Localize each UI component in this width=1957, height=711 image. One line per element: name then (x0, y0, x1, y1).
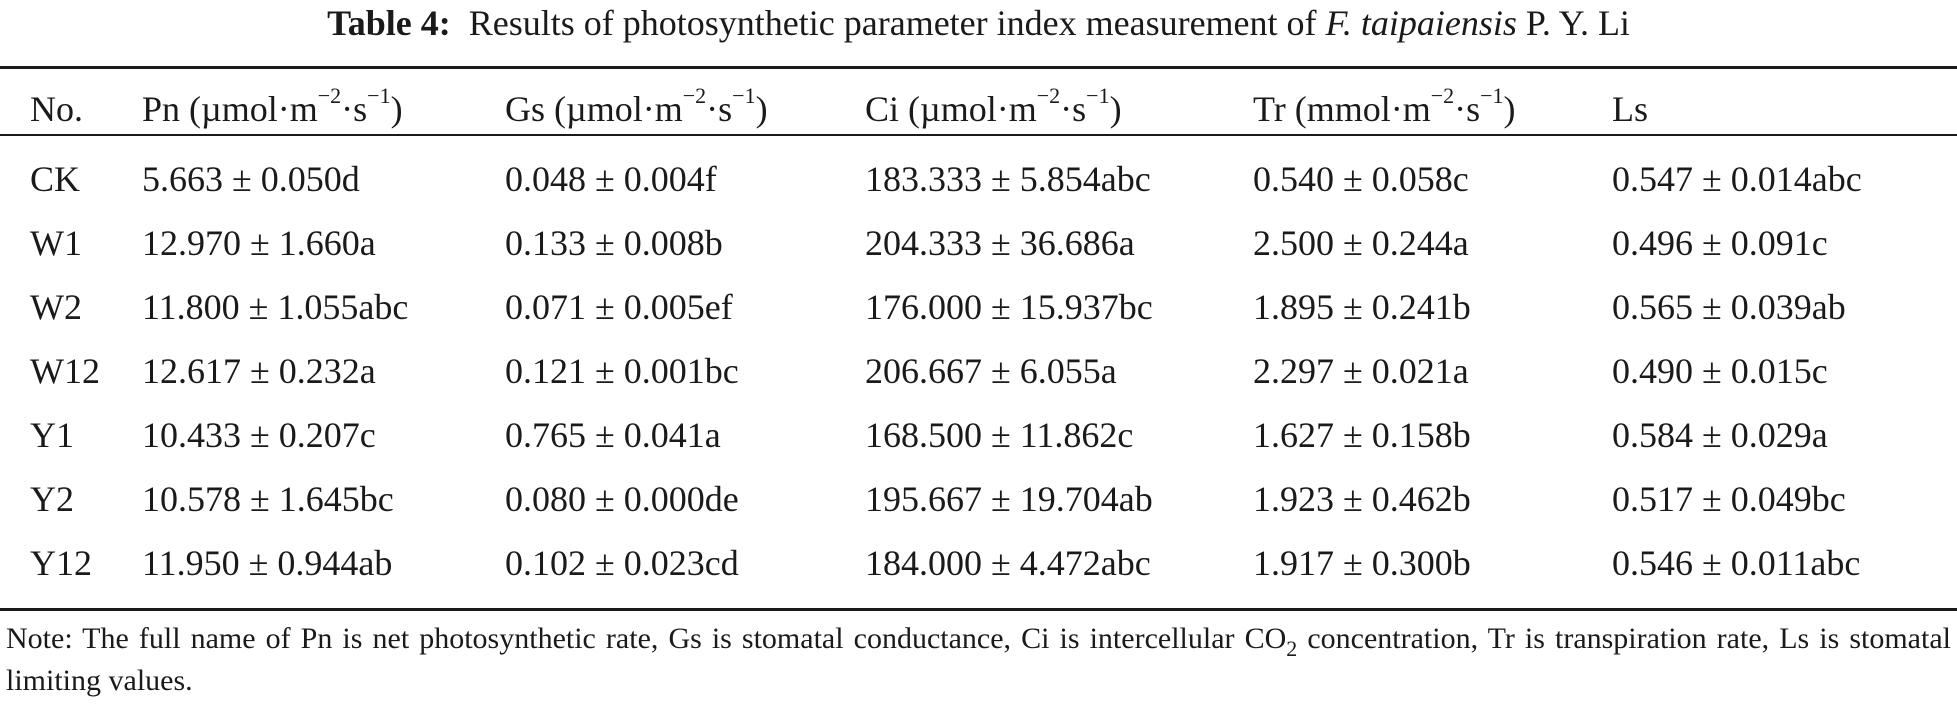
header-ci: Ci (µmol·m−2·s−1) (865, 83, 1122, 130)
cell-ci: 195.667 ± 19.704ab (865, 479, 1153, 519)
cell-pn: 12.970 ± 1.660a (142, 223, 376, 263)
cell-ls: 0.584 ± 0.029a (1612, 415, 1828, 455)
cell-tr: 1.923 ± 0.462b (1253, 479, 1471, 519)
cell-no: Y1 (30, 415, 74, 455)
cell-gs: 0.080 ± 0.000de (505, 479, 739, 519)
cell-pn: 10.578 ± 1.645bc (142, 479, 394, 519)
cell-no: W1 (30, 223, 82, 263)
cell-gs: 0.048 ± 0.004f (505, 159, 717, 199)
cell-ls: 0.547 ± 0.014abc (1612, 159, 1862, 199)
cell-ls: 0.496 ± 0.091c (1612, 223, 1828, 263)
cell-tr: 1.917 ± 0.300b (1253, 543, 1471, 583)
table-caption-label: Table 4: (327, 3, 451, 43)
cell-ci: 176.000 ± 15.937bc (865, 287, 1153, 327)
header-ls: Ls (1612, 89, 1648, 129)
table-bottom-rule (0, 608, 1957, 611)
cell-gs: 0.121 ± 0.001bc (505, 351, 739, 391)
table-caption: Table 4: Results of photosynthetic param… (0, 0, 1957, 58)
cell-pn: 12.617 ± 0.232a (142, 351, 376, 391)
species-author: P. Y. Li (1525, 3, 1630, 43)
cell-pn: 11.950 ± 0.944ab (142, 543, 393, 583)
cell-ci: 183.333 ± 5.854abc (865, 159, 1151, 199)
co2-subscript: 2 (1286, 636, 1298, 661)
header-gs: Gs (µmol·m−2·s−1) (505, 83, 768, 130)
cell-tr: 2.297 ± 0.021a (1253, 351, 1469, 391)
cell-pn: 11.800 ± 1.055abc (142, 287, 409, 327)
cell-ls: 0.565 ± 0.039ab (1612, 287, 1846, 327)
cell-ls: 0.490 ± 0.015c (1612, 351, 1828, 391)
cell-tr: 1.627 ± 0.158b (1253, 415, 1471, 455)
cell-no: W12 (30, 351, 100, 391)
cell-pn: 5.663 ± 0.050d (142, 159, 360, 199)
cell-tr: 0.540 ± 0.058c (1253, 159, 1469, 199)
table-note: Note: The full name of Pn is net photosy… (6, 622, 1951, 697)
cell-ci: 184.000 ± 4.472abc (865, 543, 1151, 583)
cell-pn: 10.433 ± 0.207c (142, 415, 376, 455)
cell-no: Y2 (30, 479, 74, 519)
table-header-rule (0, 134, 1957, 136)
cell-gs: 0.102 ± 0.023cd (505, 543, 739, 583)
species-name: F. taipaiensis (1325, 3, 1517, 43)
table-top-rule (0, 66, 1957, 69)
header-tr: Tr (mmol·m−2·s−1) (1253, 83, 1516, 130)
cell-ci: 204.333 ± 36.686a (865, 223, 1135, 263)
cell-tr: 1.895 ± 0.241b (1253, 287, 1471, 327)
cell-gs: 0.133 ± 0.008b (505, 223, 723, 263)
cell-ci: 206.667 ± 6.055a (865, 351, 1117, 391)
cell-gs: 0.071 ± 0.005ef (505, 287, 733, 327)
cell-ls: 0.517 ± 0.049bc (1612, 479, 1846, 519)
header-no: No. (30, 89, 83, 129)
cell-ls: 0.546 ± 0.011abc (1612, 543, 1861, 583)
cell-no: W2 (30, 287, 82, 327)
cell-no: CK (30, 159, 81, 199)
header-pn: Pn (µmol·m−2·s−1) (142, 83, 403, 130)
cell-no: Y12 (30, 543, 92, 583)
cell-tr: 2.500 ± 0.244a (1253, 223, 1469, 263)
cell-gs: 0.765 ± 0.041a (505, 415, 721, 455)
table-caption-text: Results of photosynthetic parameter inde… (468, 3, 1630, 43)
cell-ci: 168.500 ± 11.862c (865, 415, 1134, 455)
